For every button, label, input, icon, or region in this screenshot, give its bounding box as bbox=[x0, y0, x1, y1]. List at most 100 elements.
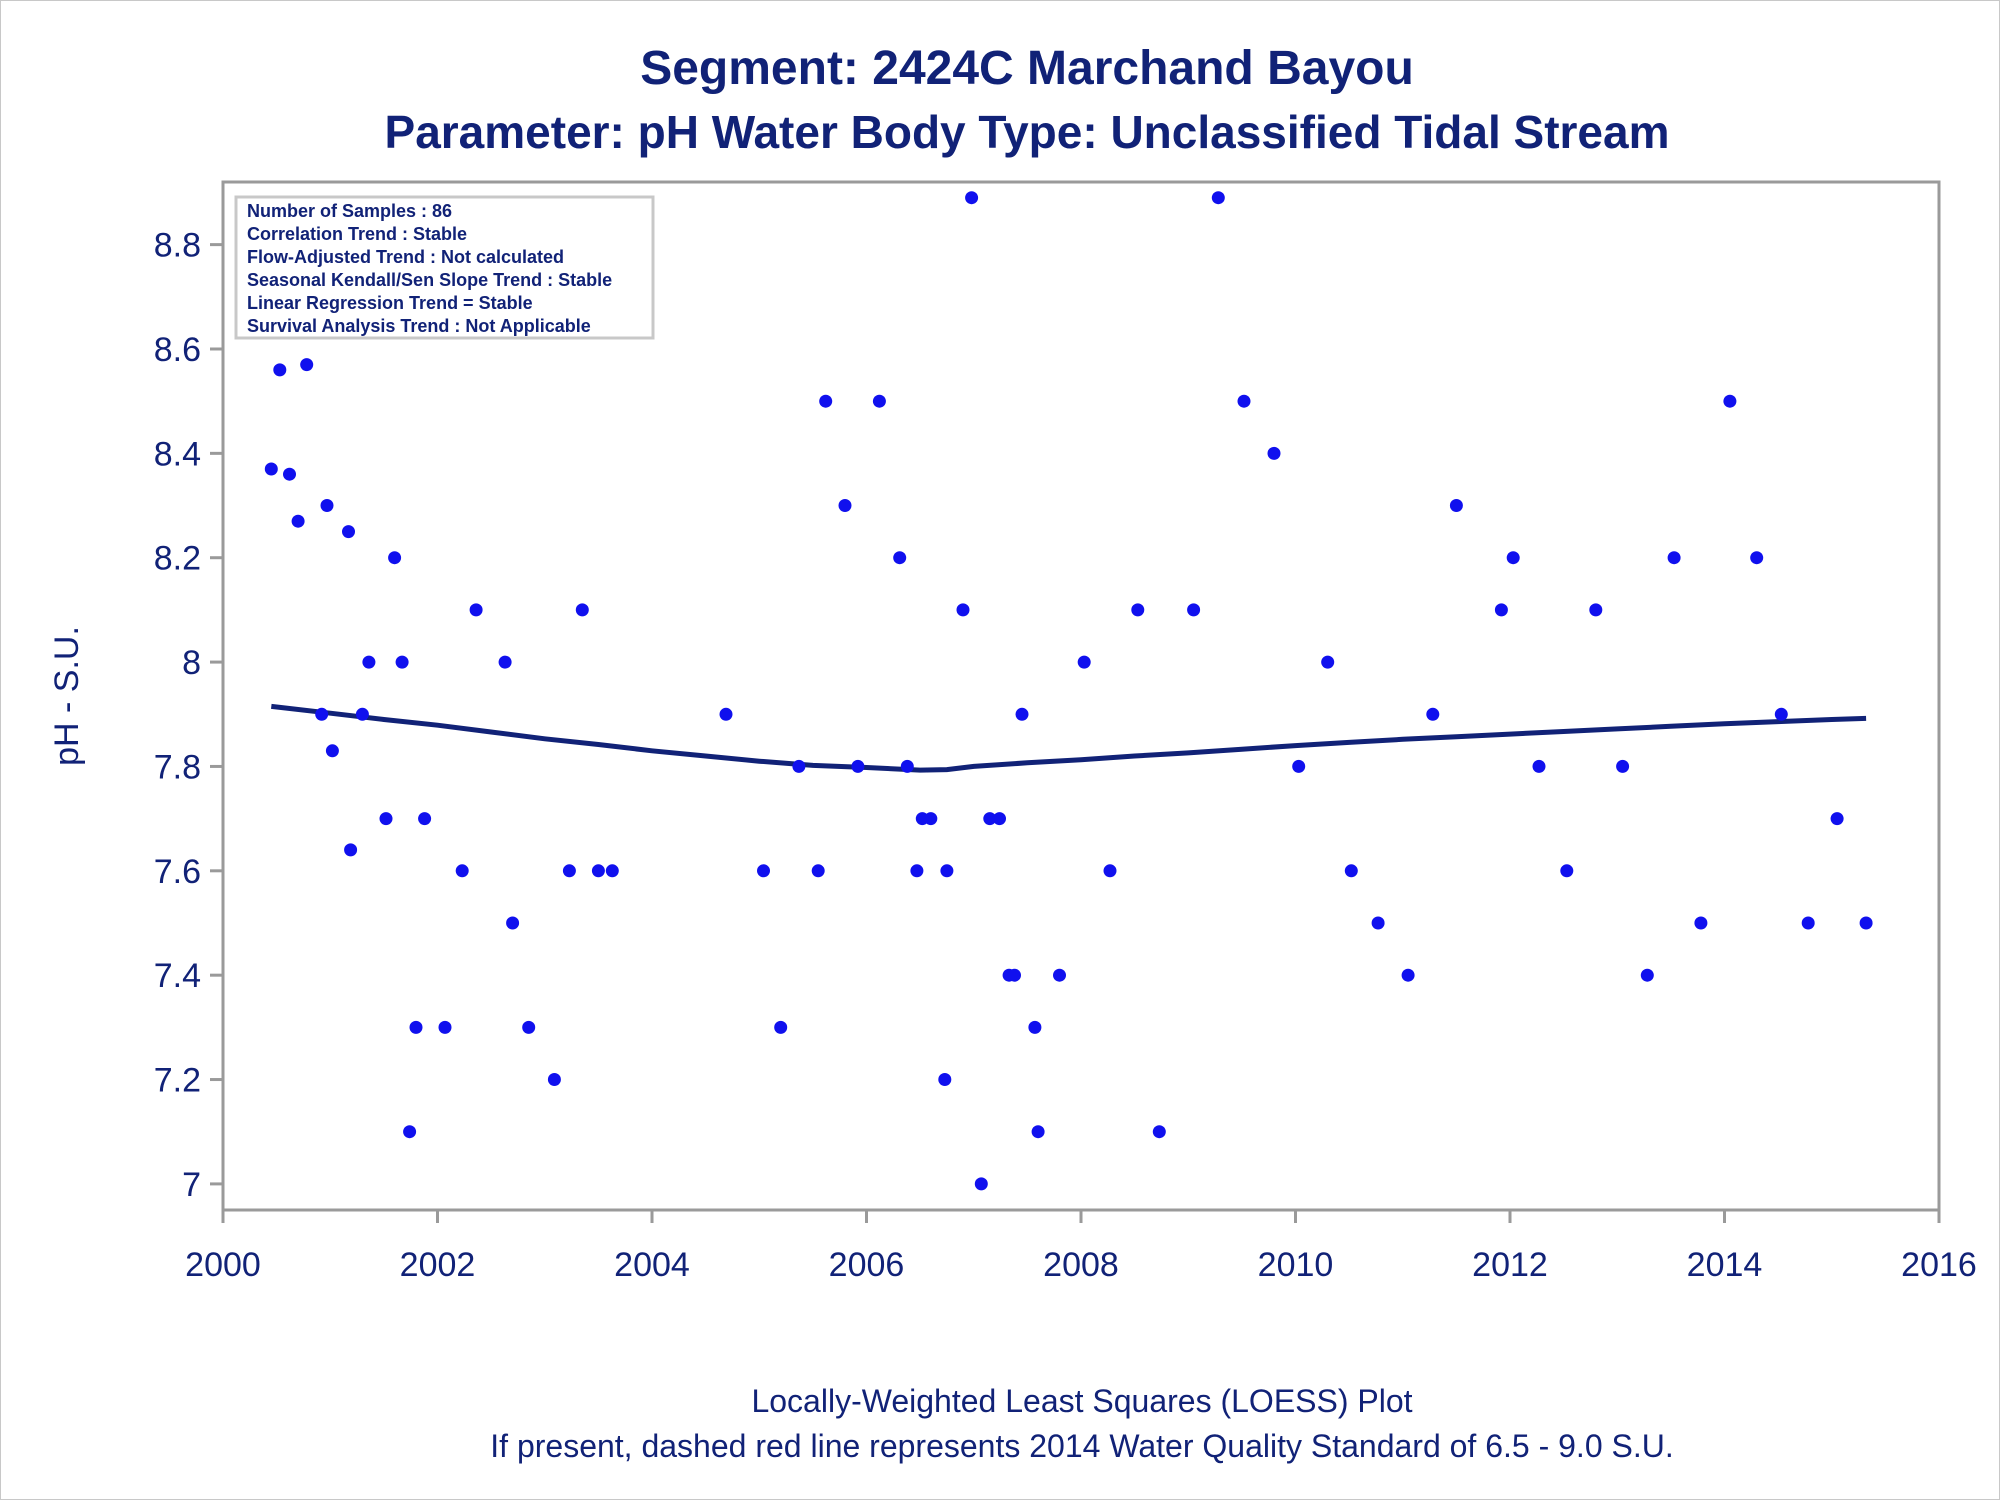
y-tick-label: 8 bbox=[182, 644, 201, 682]
data-point bbox=[1801, 916, 1815, 930]
x-tick-label: 2004 bbox=[614, 1246, 690, 1284]
data-point bbox=[872, 394, 886, 408]
data-point bbox=[388, 551, 402, 565]
data-point bbox=[455, 864, 469, 878]
data-point bbox=[1053, 968, 1066, 982]
data-point bbox=[1506, 551, 1520, 565]
data-point bbox=[938, 1073, 952, 1086]
data-point bbox=[1694, 916, 1708, 930]
data-point bbox=[1008, 968, 1021, 982]
data-point bbox=[757, 864, 770, 878]
data-point bbox=[1774, 707, 1788, 721]
data-point bbox=[1131, 603, 1145, 617]
y-tick-label: 8.6 bbox=[154, 331, 201, 369]
data-point bbox=[1560, 864, 1574, 878]
data-point bbox=[315, 707, 329, 721]
data-point bbox=[591, 864, 605, 878]
x-tick-label: 2002 bbox=[400, 1246, 476, 1284]
data-point bbox=[811, 864, 825, 878]
data-point bbox=[291, 514, 305, 528]
data-point bbox=[900, 759, 914, 773]
y-tick-label: 8.8 bbox=[154, 227, 201, 265]
data-point bbox=[924, 812, 938, 826]
data-point bbox=[273, 363, 287, 377]
data-point bbox=[1589, 603, 1603, 617]
x-tick-label: 2016 bbox=[1901, 1246, 1977, 1284]
data-point bbox=[1267, 446, 1281, 460]
data-point bbox=[300, 358, 314, 372]
data-point bbox=[1292, 759, 1306, 773]
y-tick-label: 8.2 bbox=[154, 540, 201, 578]
data-point bbox=[325, 744, 339, 758]
data-point bbox=[403, 1125, 417, 1139]
y-tick-label: 8.4 bbox=[154, 435, 201, 473]
data-point bbox=[819, 394, 833, 408]
data-point bbox=[1426, 707, 1440, 721]
data-point bbox=[956, 603, 970, 617]
data-point bbox=[792, 759, 806, 773]
data-point bbox=[438, 1020, 452, 1034]
data-point bbox=[1077, 655, 1091, 669]
data-point bbox=[522, 1020, 536, 1034]
data-point bbox=[1616, 759, 1630, 773]
data-point bbox=[1028, 1020, 1042, 1034]
data-point bbox=[1532, 759, 1546, 773]
chart-title: Segment: 2424C Marchand Bayou bbox=[640, 42, 1414, 95]
data-point bbox=[409, 1020, 423, 1034]
data-point bbox=[1750, 551, 1764, 565]
x-tick-label: 2008 bbox=[1043, 1246, 1119, 1284]
stat-line-survival-analysis: Survival Analysis Trend : Not Applicable bbox=[247, 316, 591, 336]
data-point bbox=[1321, 655, 1335, 669]
stat-line-seasonal-kendall: Seasonal Kendall/Sen Slope Trend : Stabl… bbox=[247, 270, 612, 290]
y-tick-label: 7.8 bbox=[154, 748, 201, 786]
data-point bbox=[362, 655, 376, 669]
x-tick-label: 2000 bbox=[185, 1246, 261, 1284]
data-point bbox=[993, 812, 1006, 826]
data-point bbox=[965, 191, 979, 205]
data-point bbox=[575, 603, 589, 617]
data-point bbox=[1211, 191, 1225, 205]
data-point bbox=[1031, 1125, 1045, 1139]
stat-line-samples: Number of Samples : 86 bbox=[247, 201, 452, 221]
data-points bbox=[264, 191, 1873, 1191]
x-tick-label: 2012 bbox=[1472, 1246, 1548, 1284]
footnote-standard: If present, dashed red line represents 2… bbox=[490, 1428, 1673, 1464]
data-point bbox=[418, 812, 432, 826]
data-point bbox=[342, 525, 355, 539]
data-point bbox=[320, 499, 334, 512]
data-point bbox=[1723, 394, 1737, 408]
stat-line-flow-adjusted: Flow-Adjusted Trend : Not calculated bbox=[247, 247, 564, 267]
y-tick-label: 7.6 bbox=[154, 853, 201, 891]
data-point bbox=[1103, 864, 1117, 878]
stat-line-correlation: Correlation Trend : Stable bbox=[247, 224, 467, 244]
data-point bbox=[893, 551, 907, 565]
data-point bbox=[910, 864, 924, 878]
data-point bbox=[1187, 603, 1201, 617]
footnote-loess: Locally-Weighted Least Squares (LOESS) P… bbox=[751, 1383, 1412, 1419]
data-point bbox=[1494, 603, 1508, 617]
data-point bbox=[469, 603, 483, 617]
data-point bbox=[838, 499, 852, 512]
data-point bbox=[1830, 812, 1844, 826]
y-tick-label: 7.2 bbox=[154, 1062, 201, 1100]
chart-subtitle: Parameter: pH Water Body Type: Unclassif… bbox=[385, 106, 1670, 158]
data-point bbox=[498, 655, 512, 669]
data-point bbox=[355, 707, 369, 721]
data-point bbox=[774, 1020, 788, 1034]
data-point bbox=[1015, 707, 1029, 721]
x-tick-label: 2010 bbox=[1258, 1246, 1334, 1284]
data-point bbox=[506, 916, 520, 930]
data-point bbox=[344, 843, 358, 857]
stats-box bbox=[234, 195, 655, 340]
stat-line-linear-regression: Linear Regression Trend = Stable bbox=[247, 293, 533, 313]
x-axis: 2000 2002 2004 2006 2008 2010 2012 2014 2016 bbox=[185, 1210, 1977, 1284]
data-point bbox=[974, 1177, 988, 1191]
data-point bbox=[1371, 916, 1385, 930]
data-point bbox=[719, 707, 733, 721]
y-axis: 7 7.2 7.4 7.6 7.8 8 8.2 8.4 8.6 8.8 bbox=[154, 227, 223, 1204]
x-tick-label: 2006 bbox=[829, 1246, 905, 1284]
data-point bbox=[605, 864, 619, 878]
data-point bbox=[562, 864, 576, 878]
data-point bbox=[379, 812, 393, 826]
